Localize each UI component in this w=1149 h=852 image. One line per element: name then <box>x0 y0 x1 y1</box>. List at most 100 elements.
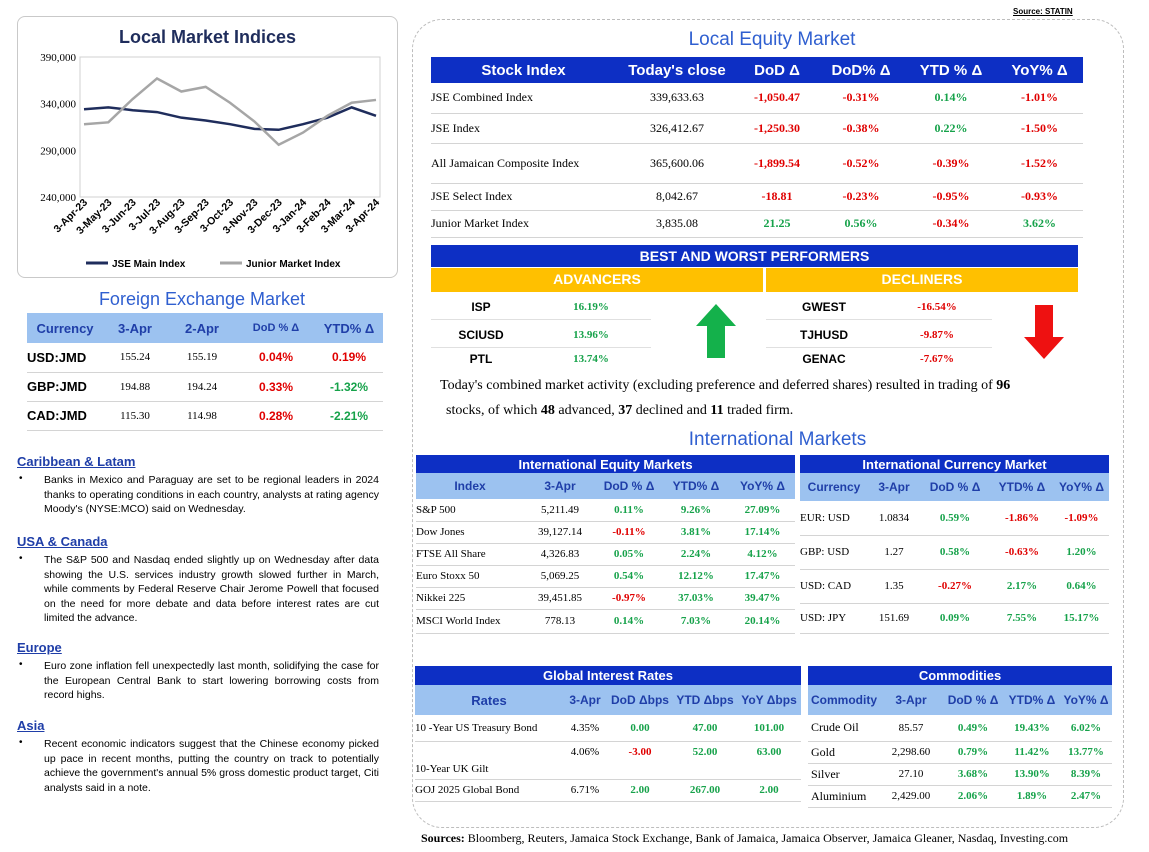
equity-header: YTD % Δ <box>919 61 983 79</box>
intl-equity-row: S&P 500 5,211.49 0.11% 9.26% 27.09% <box>416 499 795 522</box>
intl-currency-row: EUR: USD 1.0834 0.59% -1.86% -1.09% <box>800 501 1109 536</box>
advancer-row: PTL 13.74% <box>431 348 651 370</box>
equity-cell: 365,600.06 <box>616 143 738 184</box>
chart-title: Local Market Indices <box>118 27 297 47</box>
intl-currency-title: International Currency Market <box>862 456 1047 472</box>
summary-advanced: 48 <box>540 403 555 418</box>
news-item: USA & Canada • The S&P 500 and Nasdaq en… <box>17 534 379 640</box>
fx-cell: 0.19% <box>315 343 383 373</box>
advancer-symbol: PTL <box>469 352 493 366</box>
rates-row: GOJ 2025 Global Bond 6.71% 2.00 267.00 2… <box>415 779 801 802</box>
news-panel: Caribbean & Latam • Banks in Mexico and … <box>17 454 379 795</box>
intl-equity-cell: 17.14% <box>730 521 795 544</box>
intl-currency-cell: 0.58% <box>920 535 990 570</box>
intl-currency-table: International Currency Market Currency 3… <box>800 455 1109 634</box>
intl-equity-title: International Equity Markets <box>518 456 693 472</box>
advancer-change: 13.96% <box>573 328 609 341</box>
intl-currency-header: YoY% Δ <box>1058 480 1105 494</box>
equity-cell: -0.34% <box>906 210 996 238</box>
decliner-symbol: GENAC <box>802 352 846 366</box>
decliner-row: GENAC -7.67% <box>766 348 992 370</box>
decliner-row: GWEST -16.54% <box>766 294 992 320</box>
fx-currency: USD:JMD <box>27 343 103 373</box>
intl-equity-cell: 0.11% <box>596 499 662 522</box>
intl-currency-cell: -0.63% <box>990 535 1054 570</box>
intl-currency-cell: 0.64% <box>1054 569 1109 604</box>
equity-index-name: JSE Combined Index <box>431 83 616 114</box>
intl-currency-name: GBP: USD <box>800 535 868 570</box>
commodity-cell: 2,429.00 <box>880 785 942 808</box>
news-text: Euro zone inflation fell unexpectedly la… <box>44 660 379 701</box>
intl-currency-row: USD: CAD 1.35 -0.27% 2.17% 0.64% <box>800 569 1109 604</box>
decliner-symbol: GWEST <box>802 299 846 314</box>
legend-label: JSE Main Index <box>112 259 186 270</box>
fx-header: 3-Apr <box>118 320 152 336</box>
rates-cell: 63.00 <box>737 741 801 780</box>
advancer-row: ISP 16.19% <box>431 294 651 320</box>
intl-equity-cell: 17.47% <box>730 565 795 588</box>
intl-currency-cell: 7.55% <box>990 603 1054 634</box>
series-line-junior <box>83 76 377 147</box>
rates-row: 10-Year UK Gilt 4.06% -3.00 52.00 63.00 <box>415 741 801 780</box>
intl-equity-row: Euro Stoxx 50 5,069.25 0.54% 12.12% 17.4… <box>416 565 795 588</box>
fx-header: 2-Apr <box>185 320 219 336</box>
intl-currency-header: DoD % Δ <box>929 480 981 494</box>
equity-cell: -0.23% <box>816 183 906 211</box>
equity-cell: 3,835.08 <box>616 210 738 238</box>
intl-equity-cell: 39,451.85 <box>524 587 596 610</box>
rates-cell: 2.00 <box>607 779 673 802</box>
commodity-cell: 8.39% <box>1060 763 1112 786</box>
decliner-row: TJHUSD -9.87% <box>766 322 992 348</box>
intl-equity-row: FTSE All Share 4,326.83 0.05% 2.24% 4.12… <box>416 543 795 566</box>
fx-row: USD:JMD 155.24 155.19 0.04% 0.19% <box>27 343 383 373</box>
advancers-label: ADVANCERS <box>431 268 763 292</box>
decliner-symbol: TJHUSD <box>799 327 848 342</box>
advancers-list: ISP 16.19% SCIUSD 13.96% PTL 13.74% <box>431 294 651 370</box>
intl-equity-cell: 0.14% <box>596 609 662 634</box>
equity-header: DoD% Δ <box>831 61 891 79</box>
commodities-row: Gold 2,298.60 0.79% 11.42% 13.77% <box>808 741 1112 764</box>
y-tick-label: 290,000 <box>40 145 76 157</box>
equity-header: DoD Δ <box>754 61 800 79</box>
advancer-row: SCIUSD 13.96% <box>431 322 651 348</box>
rates-header: YoY Δbps <box>741 693 797 707</box>
summary-text: declined and <box>632 403 711 418</box>
equity-index-name: All Jamaican Composite Index <box>431 143 616 184</box>
intl-equity-header: YoY% Δ <box>739 479 786 493</box>
commodity-name: Silver <box>808 763 880 786</box>
equity-cell: -1.01% <box>996 83 1083 114</box>
fx-header: YTD% Δ <box>323 320 375 336</box>
equity-cell: -0.93% <box>996 183 1083 211</box>
bullet-icon: • <box>19 553 23 564</box>
intl-equity-cell: 20.14% <box>730 609 795 634</box>
intl-equity-row: MSCI World Index 778.13 0.14% 7.03% 20.1… <box>416 609 795 634</box>
fx-row: CAD:JMD 115.30 114.98 0.28% -2.21% <box>27 401 383 431</box>
commodities-header: YoY% Δ <box>1063 693 1109 707</box>
intl-currency-cell: 0.59% <box>920 501 990 536</box>
intl-equity-cell: 27.09% <box>730 499 795 522</box>
equity-cell: -1.50% <box>996 113 1083 144</box>
bullet-icon: • <box>19 659 23 670</box>
rates-table: Global Interest Rates Rates 3-Apr DoD Δb… <box>415 666 801 802</box>
advancer-change: 13.74% <box>573 353 609 365</box>
equity-cell: -1,899.54 <box>738 143 816 184</box>
sources-footer: Sources: Bloomberg, Reuters, Jamaica Sto… <box>421 831 1121 846</box>
intl-equity-cell: 0.05% <box>596 543 662 566</box>
equity-row: JSE Select Index 8,042.67 -18.81 -0.23% … <box>431 183 1083 211</box>
decliners-label: DECLINERS <box>766 268 1078 292</box>
fx-header: Currency <box>36 320 94 336</box>
arrow-down-icon <box>1024 305 1064 359</box>
bullet-icon: • <box>19 473 23 484</box>
intl-currency-cell: -1.86% <box>990 501 1054 536</box>
rates-cell: 4.06% <box>563 741 607 780</box>
intl-currency-row: USD: JPY 151.69 0.09% 7.55% 15.17% <box>800 603 1109 634</box>
decliner-change: -9.87% <box>920 328 954 341</box>
rates-cell: 47.00 <box>673 715 737 742</box>
intl-currency-cell: 1.35 <box>868 569 920 604</box>
intl-currency-row: GBP: USD 1.27 0.58% -0.63% 1.20% <box>800 535 1109 570</box>
rates-name: GOJ 2025 Global Bond <box>415 779 563 802</box>
rates-cell: -3.00 <box>607 741 673 780</box>
equity-cell: 326,412.67 <box>616 113 738 144</box>
fx-table: Currency 3-Apr 2-Apr DoD % Δ YTD% Δ USD:… <box>27 313 383 431</box>
summary-declined: 37 <box>618 403 633 418</box>
